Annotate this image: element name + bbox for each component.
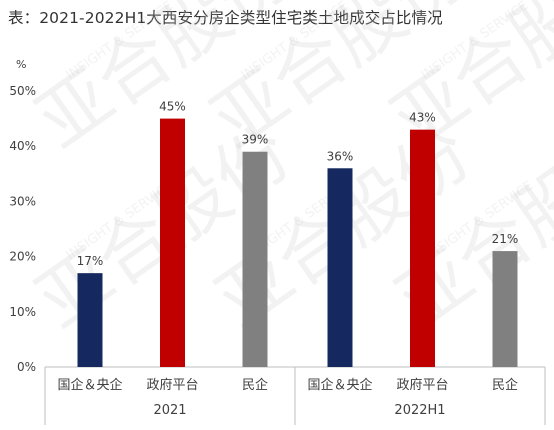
y-tick-label: 0% xyxy=(17,360,36,374)
bar-value-label: 45% xyxy=(159,100,186,114)
chart-axes: % 0% 10% 20% 30% 40% 50% xyxy=(9,58,546,425)
bar-value-label: 21% xyxy=(492,232,519,246)
x-category-label: 政府平台 xyxy=(146,378,198,393)
y-tick-label: 50% xyxy=(9,84,36,98)
bar-value-label: 39% xyxy=(242,133,269,147)
x-group-label: 2022H1 xyxy=(394,403,445,418)
y-axis-unit: % xyxy=(16,58,26,71)
x-category-label: 政府平台 xyxy=(396,378,448,393)
y-tick-label: 30% xyxy=(9,194,36,208)
x-category-label: 国企＆央企 xyxy=(307,377,372,393)
x-group-label: 2021 xyxy=(153,403,186,418)
y-tick-label: 20% xyxy=(9,250,36,264)
bar-value-label: 17% xyxy=(77,254,104,268)
bar xyxy=(160,118,185,367)
bar xyxy=(77,273,103,367)
y-tick-label: 40% xyxy=(9,139,36,153)
x-category-label: 民企 xyxy=(492,377,518,393)
y-tick-label: 10% xyxy=(9,305,36,319)
chart-title: 表：2021-2022H1大西安分房企类型住宅类土地成交占比情况 xyxy=(8,9,443,27)
bar xyxy=(242,151,268,367)
bar-value-label: 36% xyxy=(327,149,354,163)
chart-bars xyxy=(77,118,518,367)
chart-labels: 17% 国企＆央企 45% 政府平台 39% 民企 2021 36% 国企＆央企 43% 政府平台 2… xyxy=(57,100,518,418)
x-category-label: 民企 xyxy=(242,377,268,393)
bar xyxy=(492,251,518,367)
bar xyxy=(327,168,353,367)
bar-value-label: 43% xyxy=(409,111,436,125)
x-category-label: 国企＆央企 xyxy=(57,377,122,393)
bar xyxy=(410,129,435,367)
